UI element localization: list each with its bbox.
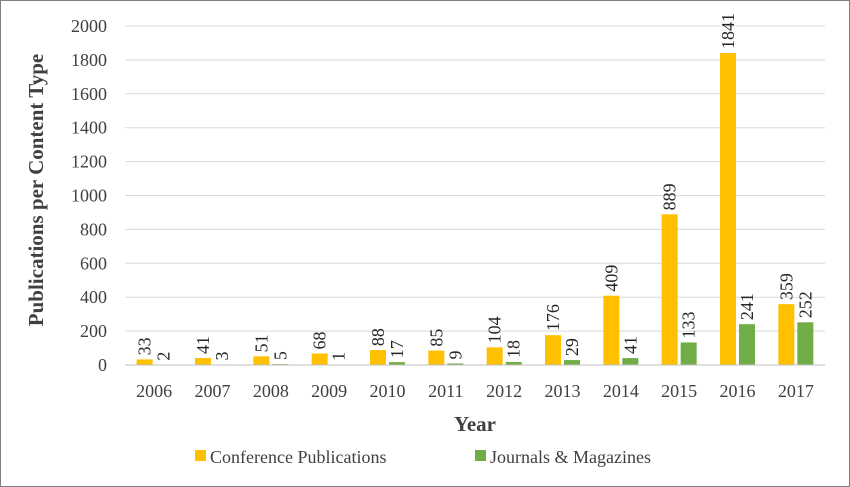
bar-conference	[486, 347, 503, 365]
y-tick-label: 2000	[71, 16, 107, 36]
x-tick-label: 2011	[428, 381, 463, 401]
data-label-journals: 2	[154, 352, 174, 361]
data-label-conference: 68	[310, 331, 330, 349]
x-tick-label: 2015	[661, 381, 697, 401]
y-tick-label: 1400	[71, 118, 107, 138]
data-label-journals: 9	[445, 350, 465, 359]
bar-journals	[564, 360, 580, 365]
legend-label-journals: Journals & Magazines	[490, 447, 651, 467]
bar-journals	[680, 342, 697, 365]
x-tick-label: 2006	[136, 381, 172, 401]
bars	[136, 52, 814, 365]
bar-conference	[311, 353, 328, 365]
bar-conference	[428, 350, 445, 365]
data-label-conference: 104	[485, 316, 505, 343]
x-tick-label: 2014	[603, 381, 639, 401]
data-label-journals: 41	[620, 336, 640, 354]
data-label-conference: 88	[368, 328, 388, 346]
bar-journals	[797, 322, 814, 365]
data-label-conference: 85	[426, 329, 446, 347]
bar-conference	[661, 214, 678, 365]
bar-journals	[447, 363, 464, 365]
x-tick-label: 2007	[195, 381, 231, 401]
data-label-journals: 17	[387, 340, 407, 358]
x-tick-label: 2016	[720, 381, 756, 401]
data-label-conference: 33	[135, 337, 155, 355]
y-tick-label: 1200	[71, 152, 107, 172]
x-tick-label: 2010	[370, 381, 406, 401]
data-label-journals: 18	[504, 340, 524, 358]
x-tick-label: 2017	[778, 381, 814, 401]
bar-conference	[545, 335, 561, 365]
y-axis-title: Publications per Content Type	[24, 54, 48, 326]
bar-conference	[603, 295, 620, 365]
data-label-journals: 133	[679, 311, 699, 338]
y-tick-label: 200	[80, 321, 107, 341]
y-tick-label: 400	[80, 287, 107, 307]
y-tick-label: 0	[98, 355, 107, 375]
bar-journals	[739, 324, 755, 365]
legend: Conference Publications Journals & Magaz…	[195, 447, 651, 467]
x-tick-label: 2009	[311, 381, 347, 401]
bar-conference	[253, 356, 270, 365]
legend-swatch-journals	[475, 450, 486, 461]
bar-journals	[389, 362, 405, 365]
bar-conference	[136, 359, 153, 365]
gridlines	[125, 25, 825, 332]
y-tick-label: 600	[80, 253, 107, 273]
x-axis-ticks: 2006 2007 2008 2009 2010 2011 2012 2013 2014 2015…	[136, 381, 814, 401]
data-label-journals: 241	[737, 293, 757, 320]
data-label-conference: 51	[251, 334, 271, 352]
x-axis-title: Year	[454, 412, 496, 436]
data-label-conference: 1841	[718, 13, 738, 49]
x-tick-label: 2012	[486, 381, 522, 401]
bar-journals	[622, 358, 639, 365]
y-tick-label: 800	[80, 219, 107, 239]
data-label-conference: 409	[601, 265, 621, 292]
y-tick-label: 1800	[71, 50, 107, 70]
bar-journals	[505, 361, 522, 365]
bar-conference	[370, 350, 386, 365]
bar-conference	[720, 52, 736, 365]
data-label-journals: 1	[329, 352, 349, 361]
y-tick-label: 1000	[71, 186, 107, 206]
y-tick-label: 1600	[71, 84, 107, 104]
data-label-journals: 252	[795, 291, 815, 318]
y-axis-ticks: 0 200 400 600 800 1000 1200 1400 1600 1800 2000	[71, 16, 107, 375]
data-label-conference: 889	[660, 183, 680, 210]
legend-swatch-conference	[195, 450, 206, 461]
bar-conference	[778, 304, 795, 365]
data-label-journals: 29	[562, 338, 582, 356]
bar-conference	[195, 358, 211, 365]
x-tick-label: 2008	[253, 381, 289, 401]
data-label-conference: 176	[543, 304, 563, 331]
x-tick-label: 2013	[545, 381, 581, 401]
data-label-journals: 3	[212, 351, 232, 360]
data-label-journals: 5	[270, 351, 290, 360]
data-label-conference: 41	[193, 336, 213, 354]
legend-label-conference: Conference Publications	[210, 447, 386, 467]
data-label-conference: 359	[776, 273, 796, 300]
